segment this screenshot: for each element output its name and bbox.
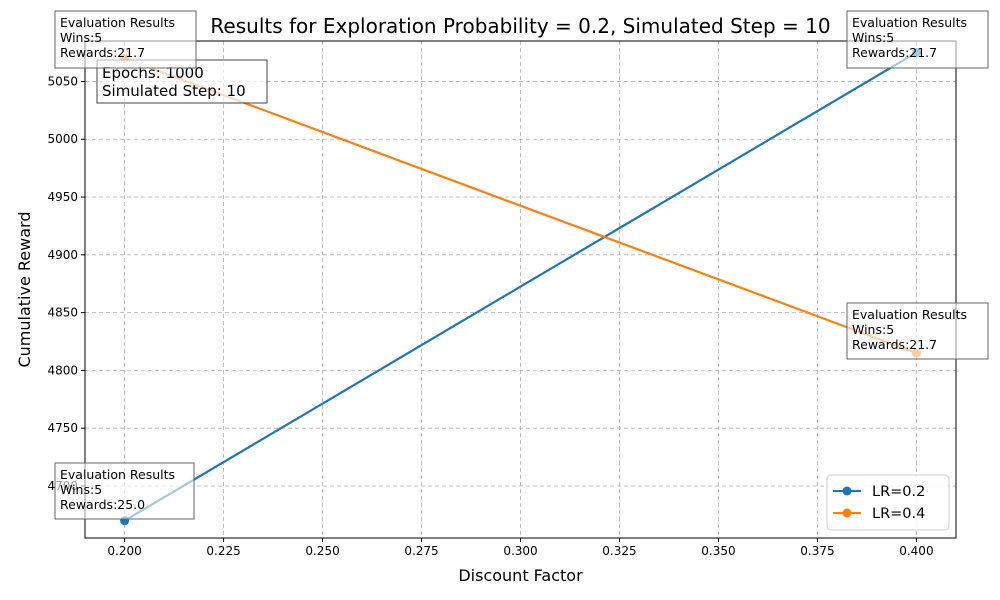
annotation-heading: Evaluation Results — [852, 307, 967, 322]
annotation-bottom-left: Evaluation Results Wins:5 Rewards:25.0 — [54, 462, 195, 520]
annotation-frame — [54, 10, 197, 69]
chart-title: Results for Exploration Probability = 0.… — [210, 14, 830, 38]
y-tick-label: 4950 — [47, 190, 78, 204]
x-tick-label: 0.225 — [206, 544, 240, 558]
x-tick-label: 0.400 — [899, 544, 933, 558]
y-tick-label: 5000 — [47, 132, 78, 146]
y-tick-label: 4850 — [47, 306, 78, 320]
annotation-heading: Evaluation Results — [60, 467, 175, 482]
annotation-wins: Wins:5 — [852, 30, 894, 45]
legend-label-lr-0.4: LR=0.4 — [872, 506, 925, 522]
x-tick-label: 0.325 — [602, 544, 636, 558]
annotation-wins: Wins:5 — [60, 482, 102, 497]
annotation-top-left: Evaluation Results Wins:5 Rewards:21.7 — [54, 10, 197, 69]
y-axis-label: Cumulative Reward — [15, 212, 34, 368]
x-tick-label: 0.375 — [800, 544, 834, 558]
x-tick-label: 0.200 — [107, 544, 141, 558]
info-line-simulated-step: Simulated Step: 10 — [102, 82, 246, 100]
annotation-frame — [54, 462, 195, 520]
annotation-rewards: Rewards:21.7 — [60, 45, 145, 60]
x-tick-label: 0.300 — [503, 544, 537, 558]
legend-frame — [826, 474, 950, 531]
y-tick-label: 4900 — [47, 248, 78, 262]
legend-marker-lr-0.4 — [842, 508, 852, 518]
grid — [85, 41, 956, 538]
y-tick-label: 4750 — [47, 421, 78, 435]
y-tick-label: 5050 — [47, 74, 78, 88]
annotation-wins: Wins:5 — [852, 322, 894, 337]
series-line-lr=0.4 — [124, 57, 917, 355]
y-tick-label: 4800 — [47, 363, 78, 377]
x-tick-label: 0.350 — [701, 544, 735, 558]
annotation-heading: Evaluation Results — [60, 15, 175, 30]
x-axis-label: Discount Factor — [458, 566, 583, 585]
annotation-frame — [846, 10, 989, 69]
x-tick-label: 0.275 — [404, 544, 438, 558]
annotation-frame — [846, 302, 989, 360]
x-axis-ticks: 0.200 0.225 0.250 0.275 0.300 0.325 0.350 0.375… — [107, 538, 934, 558]
annotation-heading: Evaluation Results — [852, 15, 967, 30]
legend: LR=0.2 LR=0.4 — [826, 474, 950, 531]
annotation-rewards: Rewards:21.7 — [852, 337, 937, 352]
legend-label-lr-0.2: LR=0.2 — [872, 484, 925, 500]
legend-marker-lr-0.2 — [842, 486, 852, 496]
annotation-rewards: Rewards:21.7 — [852, 45, 937, 60]
x-tick-label: 0.250 — [305, 544, 339, 558]
annotation-wins: Wins:5 — [60, 30, 102, 45]
annotation-rewards: Rewards:25.0 — [60, 497, 145, 512]
annotation-top-right: Evaluation Results Wins:5 Rewards:21.7 — [846, 10, 989, 69]
series-line-lr=0.2 — [124, 51, 917, 522]
annotation-right-middle: Evaluation Results Wins:5 Rewards:21.7 — [846, 302, 989, 360]
